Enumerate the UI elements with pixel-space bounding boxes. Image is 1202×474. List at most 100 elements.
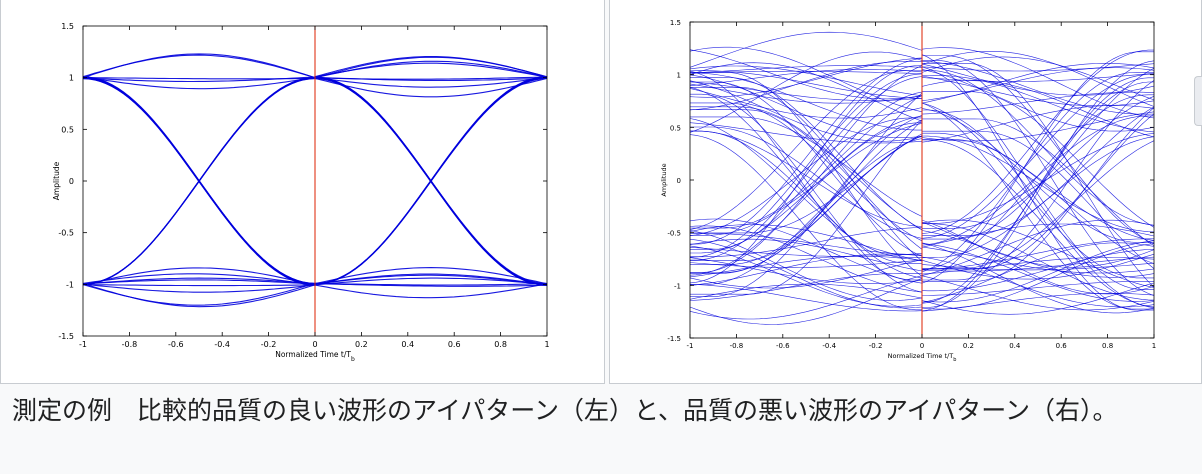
x-tick-label: -0.2 (261, 340, 277, 349)
eye-diagram-good-chart: -1 -0.8 -0.6 -0.4 -0.2 0 0.2 0.4 0.6 0.8 1 -1.5 -1 -0… (52, 22, 550, 363)
side-panel-handle[interactable] (1194, 76, 1202, 126)
eye-trace (689, 65, 923, 97)
eye-trace (314, 76, 548, 80)
eye-trace (921, 63, 1155, 96)
eye-trace (690, 130, 923, 227)
eye-trace (921, 262, 1155, 271)
eye-trace (689, 253, 923, 286)
eye-trace (922, 109, 1155, 308)
eye-trace (921, 91, 1155, 115)
eye-trace (689, 46, 923, 113)
eye-traces (82, 53, 548, 308)
y-tick-label: -0.5 (58, 229, 74, 238)
eye-trace (921, 135, 1155, 233)
eye-trace (922, 70, 1155, 226)
eye-diagram-poor-chart: -1 -0.8 -0.6 -0.4 -0.2 0 0.2 0.4 0.6 0.8 1 -1.5 -1 -0… (660, 19, 1156, 363)
eye-trace (921, 47, 1155, 119)
eye-trace (922, 60, 1155, 308)
eye-trace (690, 138, 923, 286)
eye-trace (82, 279, 316, 285)
eye-trace (314, 56, 548, 79)
eye-trace (82, 77, 316, 285)
eye-trace (921, 292, 1155, 312)
y-tick-label: 1.5 (61, 22, 74, 31)
eye-trace (690, 116, 923, 217)
eye-trace (690, 109, 923, 250)
y-tick-label: 1.5 (670, 19, 681, 27)
eye-trace (921, 282, 1155, 315)
eye-trace (689, 257, 923, 285)
x-tick-label: -0.2 (869, 342, 883, 350)
eye-trace (689, 275, 923, 320)
y-tick-label: 1 (69, 74, 74, 83)
eye-trace (921, 219, 1155, 295)
eye-trace (690, 87, 923, 262)
y-tick-label: 1 (677, 72, 681, 80)
x-tick-label: 0 (920, 342, 924, 350)
eye-trace (314, 282, 548, 286)
eye-trace (921, 256, 1155, 272)
eye-trace (82, 277, 316, 285)
x-axis-label-main: Normalized Time t/T (888, 352, 954, 360)
x-tick-label: -0.8 (122, 340, 138, 349)
eye-trace (922, 139, 1155, 308)
eye-trace (921, 72, 1154, 273)
eye-trace (921, 73, 1155, 82)
y-tick-label: -1.5 (667, 335, 681, 343)
eye-trace (82, 283, 316, 293)
eye-trace (922, 107, 1155, 282)
eye-trace (921, 240, 1155, 303)
eye-trace (921, 51, 1154, 284)
eye-trace (921, 238, 1154, 270)
eye-trace (921, 74, 1155, 239)
eye-trace (689, 272, 923, 301)
eye-trace (690, 58, 923, 245)
eye-trace (82, 53, 316, 79)
eye-trace (690, 126, 923, 239)
eye-trace (689, 255, 923, 278)
eye-trace (921, 111, 1155, 142)
eye-trace (921, 253, 1155, 280)
eye-trace (922, 55, 1155, 244)
eye-trace (689, 118, 922, 259)
eye-trace (921, 257, 1155, 275)
eye-trace (314, 267, 548, 285)
eye-trace (690, 130, 923, 279)
x-tick-label: 0.8 (494, 340, 507, 349)
x-tick-label: 0.6 (448, 340, 461, 349)
eye-trace (690, 123, 923, 236)
y-tick-label: -0.5 (667, 230, 681, 238)
eye-trace (921, 256, 1155, 308)
eye-trace (314, 60, 548, 79)
eye-trace (689, 70, 922, 230)
x-axis-label-main: Normalized Time t/T (275, 350, 351, 359)
eye-trace (921, 75, 1155, 133)
eye-trace (921, 219, 1155, 288)
eye-trace (689, 225, 923, 293)
eye-trace (689, 51, 923, 133)
eye-trace (690, 77, 923, 231)
eye-trace (689, 72, 922, 131)
x-tick-label: 0.4 (401, 340, 414, 349)
eye-trace (922, 62, 1155, 288)
eye-trace (314, 55, 548, 78)
eye-trace (921, 223, 1155, 248)
eye-trace (921, 62, 1155, 104)
eye-trace (921, 63, 1155, 72)
y-tick-label: 0 (69, 177, 74, 186)
eye-trace (314, 273, 548, 286)
eye-trace (921, 249, 1155, 292)
x-tick-label: 0.2 (355, 340, 368, 349)
x-axis-label: Normalized Time t/Tb (275, 350, 355, 363)
eye-trace (689, 81, 923, 102)
eye-trace (689, 88, 923, 119)
eye-trace (314, 274, 548, 286)
y-tick-label: 0 (677, 177, 681, 185)
eye-trace (921, 223, 1155, 301)
y-tick-label: 0.5 (670, 124, 681, 132)
eye-trace (921, 102, 1154, 310)
eye-trace (689, 278, 923, 325)
eye-trace (689, 122, 923, 276)
eye-trace (921, 56, 1155, 101)
eye-trace (689, 283, 923, 300)
